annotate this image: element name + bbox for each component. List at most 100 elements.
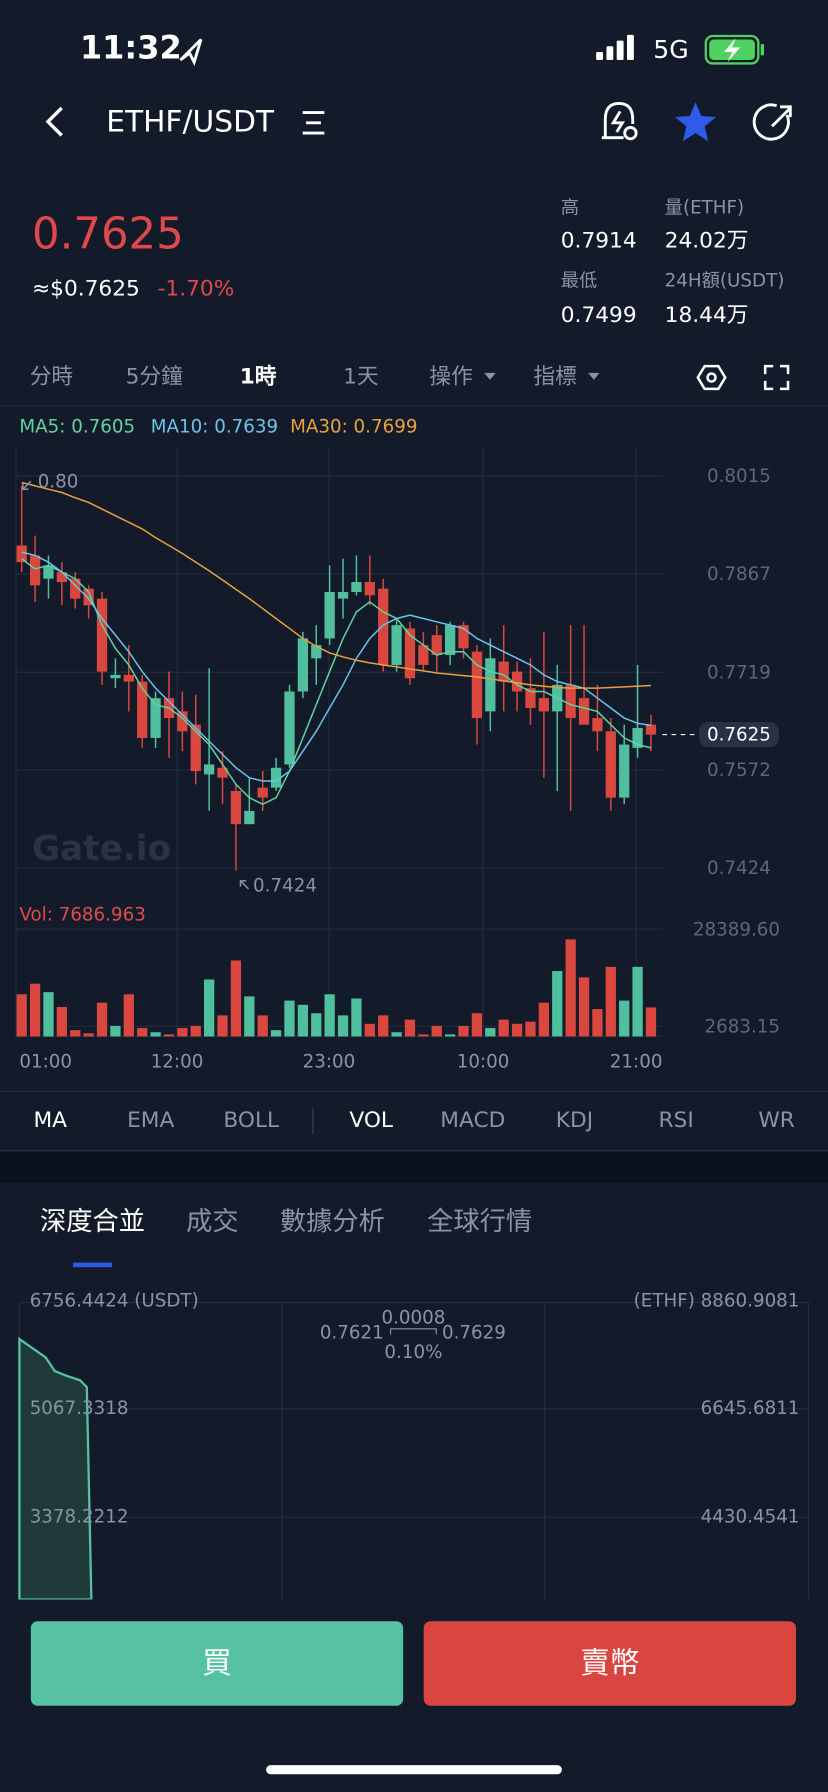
- candle-body: [511, 671, 523, 692]
- volume-bar: [137, 1028, 148, 1037]
- stat-value: 24.02万: [665, 229, 749, 254]
- indicator-tab[interactable]: WR: [758, 1108, 795, 1133]
- indicator-tab[interactable]: MA: [33, 1108, 67, 1133]
- section-gap: [0, 1151, 828, 1183]
- indicator-tabs: MA EMA BOLL VOL MACD KDJ RSI WR: [33, 1108, 794, 1133]
- indicator-tab[interactable]: RSI: [658, 1108, 693, 1133]
- status-time: 11:32: [80, 29, 182, 67]
- settings-icon[interactable]: [696, 364, 727, 391]
- candle-body: [498, 661, 509, 682]
- volume-bar: [538, 1002, 550, 1037]
- volume-bar: [244, 996, 255, 1037]
- ma-line: [21, 551, 652, 782]
- volume-bar: [418, 1034, 429, 1037]
- volume-bar: [190, 1025, 201, 1037]
- watermark: Gate.io: [32, 829, 171, 869]
- last-price-label: 0.7625: [707, 725, 771, 746]
- alert-icon[interactable]: [601, 101, 638, 141]
- candle-body: [150, 698, 161, 738]
- low-arrow: [239, 880, 250, 890]
- volume-bar: [498, 1019, 509, 1037]
- interval-tab[interactable]: 5分鐘: [126, 365, 183, 390]
- volume-bar: [163, 1034, 175, 1037]
- candle-body: [257, 787, 268, 798]
- indicator-tab[interactable]: BOLL: [223, 1108, 279, 1133]
- tab-indicator: [73, 1262, 112, 1268]
- volume-bar: [619, 1000, 630, 1037]
- pair-title[interactable]: ETHF/USDT: [106, 104, 275, 139]
- y-tick-label: 0.7719: [707, 662, 771, 683]
- candle-body: [29, 555, 41, 586]
- legend-entry: MA30: 0.7699: [290, 417, 417, 438]
- sell-label[interactable]: 賣幣: [580, 1646, 639, 1681]
- x-tick-label: 01:00: [19, 1052, 72, 1073]
- candle-body: [270, 767, 282, 788]
- back-button[interactable]: [45, 106, 63, 137]
- ask-price: 0.7629: [442, 1322, 506, 1343]
- depth-right-label: 4430.4541: [701, 1506, 800, 1527]
- usd-price: ≈$0.7625: [32, 277, 140, 302]
- volume-bar: [56, 1006, 68, 1037]
- volume-bar: [150, 1032, 161, 1037]
- volume-bar: [485, 1028, 496, 1037]
- candle-body: [123, 674, 134, 682]
- volume-bar: [96, 1002, 108, 1037]
- stat-label: 24H額(USDT): [665, 271, 785, 292]
- candle-body: [56, 572, 68, 583]
- candle-body: [230, 790, 242, 825]
- share-icon[interactable]: [752, 103, 792, 141]
- candle-body: [619, 744, 630, 798]
- x-tick-label: 10:00: [457, 1052, 510, 1073]
- home-indicator: [266, 1765, 562, 1775]
- volume-bar: [123, 994, 134, 1037]
- volume-bar: [364, 1023, 375, 1037]
- candle-body: [311, 645, 322, 659]
- candle-body: [244, 810, 255, 825]
- sell-button[interactable]: [423, 1621, 797, 1706]
- candle-body: [525, 688, 536, 709]
- indicator-tab[interactable]: MACD: [440, 1108, 505, 1133]
- interval-tab[interactable]: 指標: [533, 365, 576, 390]
- buy-label[interactable]: 買: [202, 1646, 232, 1681]
- candle-body: [284, 691, 295, 765]
- interval-tab-active[interactable]: 1時: [240, 365, 277, 390]
- tab[interactable]: 數據分析: [280, 1207, 385, 1237]
- candle-body: [592, 718, 603, 732]
- interval-tab[interactable]: 操作: [429, 365, 472, 390]
- x-tick-label: 12:00: [151, 1052, 204, 1073]
- candle-body: [110, 674, 121, 679]
- volume-bar: [324, 994, 335, 1037]
- fullscreen-icon[interactable]: [763, 364, 790, 391]
- indicator-tab[interactable]: KDJ: [556, 1108, 593, 1133]
- last-price-tag: [698, 722, 779, 748]
- volume-bar: [257, 1015, 268, 1037]
- volume-bar: [605, 966, 616, 1037]
- tab[interactable]: 全球行情: [427, 1207, 532, 1237]
- indicator-tab[interactable]: VOL: [349, 1108, 393, 1133]
- interval-tab[interactable]: 1天: [343, 365, 379, 390]
- volume-bar: [458, 1025, 469, 1037]
- indicator-tab[interactable]: EMA: [127, 1108, 174, 1133]
- battery-icon: [704, 34, 765, 65]
- candle-body: [190, 724, 201, 772]
- candle-body: [177, 711, 188, 732]
- tab-active[interactable]: 深度合並: [40, 1207, 145, 1237]
- pair-menu-icon[interactable]: [302, 111, 325, 135]
- volume-title: Vol: 7686.963: [19, 904, 145, 925]
- buy-button[interactable]: [30, 1621, 404, 1706]
- tab[interactable]: 成交: [186, 1207, 239, 1237]
- candle-body: [565, 684, 576, 719]
- dropdown-icon: [588, 372, 600, 380]
- candle-body: [217, 767, 228, 778]
- legend-entry: MA5: 0.7605: [19, 417, 135, 438]
- interval-tab[interactable]: 分時: [30, 365, 73, 390]
- volume-bar: [337, 1015, 349, 1037]
- volume-bar: [578, 977, 590, 1037]
- volume-bar: [177, 1028, 188, 1037]
- candle-body: [337, 591, 349, 599]
- favorite-icon[interactable]: [674, 102, 717, 142]
- candle-body: [632, 727, 643, 748]
- candle-body: [418, 645, 429, 665]
- candle-body: [351, 582, 362, 592]
